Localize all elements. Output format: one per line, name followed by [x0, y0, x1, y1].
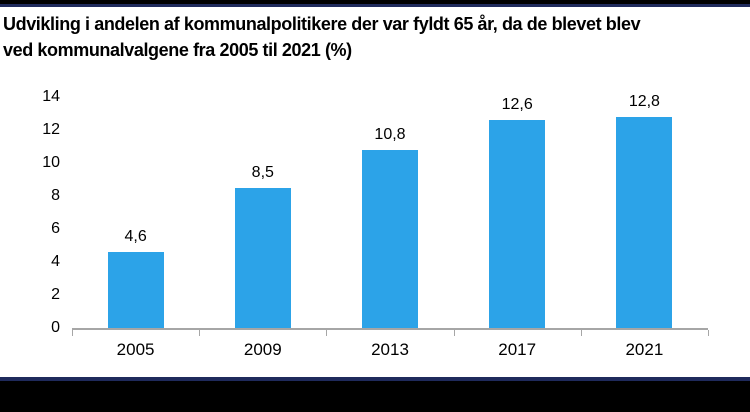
x-axis-tick [326, 330, 328, 336]
x-axis-tick [580, 330, 582, 336]
x-axis-category-label-2005: 2005 [116, 340, 155, 359]
bar-value-label-2017: 12,6 [501, 96, 533, 114]
top-border-band [0, 0, 750, 4]
x-axis-category-label-2013: 2013 [371, 340, 409, 359]
x-axis-tick [453, 330, 455, 336]
y-axis-tick-label: 12 [42, 121, 60, 138]
bar-2013 [362, 149, 418, 328]
bar-2017 [489, 120, 546, 328]
y-axis-tick-label: 2 [51, 286, 60, 303]
x-axis-category-label-2009: 2009 [243, 340, 282, 359]
y-axis-tick-label: 6 [51, 220, 60, 237]
chart-title: Udvikling i andelen af kommunalpolitiker… [3, 11, 747, 63]
bar-value-label-2021: 12,8 [628, 92, 660, 110]
bottom-border-band [0, 381, 750, 412]
y-axis-tick-label: 14 [42, 88, 60, 105]
y-axis-tick-label: 4 [51, 253, 60, 270]
top-accent-line [0, 4, 750, 7]
y-axis-tick-label: 10 [42, 154, 60, 171]
x-axis-tick [72, 330, 73, 336]
bar-value-label-2005: 4,6 [124, 228, 147, 246]
x-axis-category-label-2021: 2021 [625, 340, 664, 359]
x-axis-category-label-2017: 2017 [498, 340, 537, 359]
bar-2009 [234, 187, 291, 328]
chart-title-line2: ved kommunalvalgene fra 2005 til 2021 (%… [3, 40, 352, 60]
x-axis-tick [199, 330, 201, 336]
bar-value-label-2013: 10,8 [374, 125, 406, 143]
y-axis-tick-label: 8 [51, 187, 60, 204]
y-axis-tick-label: 0 [51, 319, 60, 336]
bar-2005 [107, 252, 164, 328]
bar-2021 [616, 116, 673, 328]
bottom-accent-line [0, 377, 750, 381]
x-axis-line [72, 328, 708, 330]
bar-value-label-2009: 8,5 [251, 163, 274, 181]
chart-title-line1: Udvikling i andelen af kommunalpolitiker… [3, 14, 641, 34]
x-axis-tick [708, 330, 709, 336]
